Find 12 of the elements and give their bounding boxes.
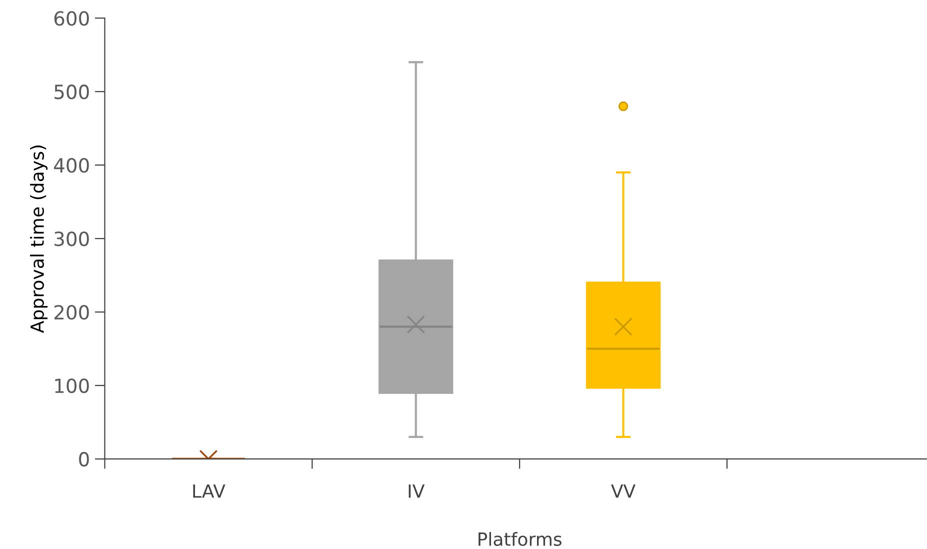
x-tick-label: LAV bbox=[193, 484, 226, 498]
y-tick-label: 600 bbox=[54, 11, 89, 26]
y-tick-label: 500 bbox=[54, 84, 89, 100]
y-axis-title: Approval time (days) bbox=[30, 146, 48, 333]
x-axis-title: Platforms bbox=[478, 532, 562, 546]
y-tick-label: 400 bbox=[54, 158, 89, 173]
x-tick-label: VV bbox=[611, 484, 636, 498]
x-tick-label: IV bbox=[408, 484, 425, 498]
y-tick-label: 100 bbox=[55, 378, 89, 394]
y-tick-label: 300 bbox=[54, 231, 89, 246]
y-tick-label: 200 bbox=[54, 304, 89, 320]
y-tick-label: 0 bbox=[79, 452, 89, 467]
